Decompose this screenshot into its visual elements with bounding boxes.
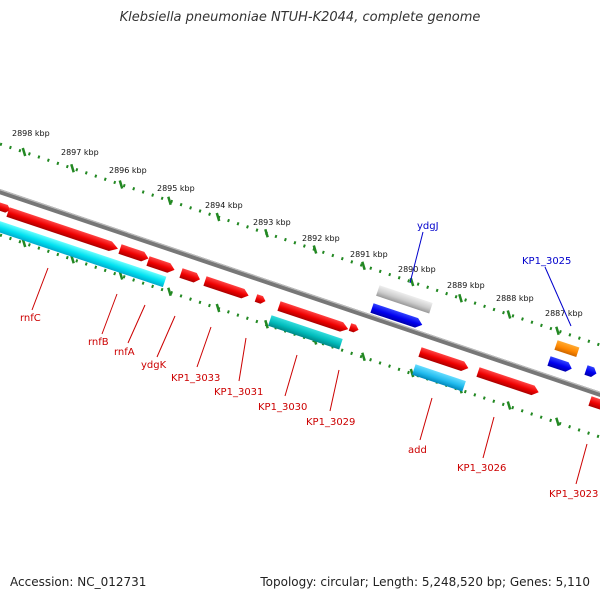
gene-arrow-rnfC <box>6 207 119 252</box>
scale-labels: 2898 kbp 2897 kbp 2896 kbp 2895 kbp 2894… <box>12 129 583 318</box>
gene-label: ydgK <box>141 360 167 371</box>
gene-bar-KP1_3030 <box>268 315 343 350</box>
gene-label: KP1_3025 <box>522 256 571 267</box>
scale-tick <box>118 180 124 189</box>
gene-arrow-KP1_3029 <box>348 323 359 333</box>
gene-label: KP1_3029 <box>306 417 355 428</box>
scale-tick <box>264 228 269 238</box>
gene-label: KP1_3023 <box>549 489 598 500</box>
gene-features <box>0 202 600 410</box>
gene-label: ydgJ <box>417 221 439 232</box>
gene-arrow-ydgJ <box>370 303 423 328</box>
scale-tick <box>361 261 366 271</box>
gene-label: add <box>408 445 427 456</box>
scale-label: 2890 kbp <box>398 265 436 274</box>
scale-major-ticks <box>21 147 560 427</box>
genome-backbone-highlight <box>0 189 600 393</box>
scale-tick <box>361 352 366 362</box>
gene-label: rnfA <box>114 347 135 358</box>
gene-label: rnfC <box>20 313 41 324</box>
scale-tick <box>555 326 560 336</box>
gene-labels: rnfC rnfB rnfA ydgK KP1_3033 KP1_3031 KP… <box>20 221 598 500</box>
gene-arrow-KP1_3031 <box>254 294 266 304</box>
scale-tick <box>409 368 415 378</box>
scale-tick <box>21 147 27 157</box>
scale-tick <box>506 310 512 319</box>
gene-arrow-KP1_3025 <box>547 356 572 372</box>
scale-tick <box>458 293 463 303</box>
scale-label: 2891 kbp <box>350 250 388 259</box>
scale-tick <box>264 319 269 329</box>
gene-arrow-rnfB <box>118 244 149 262</box>
gene-label: rnfB <box>88 337 109 348</box>
scale-label: 2889 kbp <box>447 281 485 290</box>
gene-label: KP1_3033 <box>171 373 220 384</box>
gene-arrow-KP1_3030 <box>277 301 349 332</box>
accession-text: Accession: NC_012731 <box>10 575 147 589</box>
scale-label: 2895 kbp <box>157 184 195 193</box>
topology-summary: Topology: circular; Length: 5,248,520 bp… <box>260 575 590 589</box>
scale-tick <box>215 303 221 313</box>
gene-label: KP1_3031 <box>214 387 263 398</box>
map-title: Klebsiella pneumoniae NTUH-K2044, comple… <box>119 10 481 25</box>
gene-arrow-edge <box>584 365 597 377</box>
gene-arrow-KP1_3033 <box>203 276 249 299</box>
gene-arrow-ydgK <box>179 268 200 283</box>
gene-callouts <box>31 231 588 485</box>
scale-label: 2887 kbp <box>545 309 583 318</box>
scale-tick <box>70 163 75 173</box>
scale-label: 2888 kbp <box>496 294 534 303</box>
scale-label: 2894 kbp <box>205 201 243 210</box>
scale-tick <box>506 401 512 410</box>
scale-label: 2897 kbp <box>61 148 99 157</box>
gene-arrow-KP1_3023 <box>588 396 600 410</box>
scale-label: 2898 kbp <box>12 129 50 138</box>
scale-tick <box>312 245 318 254</box>
gene-arrow-KP1_3026 <box>476 367 539 396</box>
gene-arrow <box>0 202 11 213</box>
scale-tick <box>167 196 172 206</box>
gene-bar-KP1_3025 <box>554 340 580 358</box>
scale-tick <box>215 212 221 222</box>
genome-backbone <box>0 189 600 397</box>
scale-tick <box>555 417 560 427</box>
gene-arrow-rnfA <box>146 256 175 273</box>
gene-bar-add <box>412 364 466 392</box>
gene-label: KP1_3026 <box>457 463 506 474</box>
scale-tick <box>167 287 172 297</box>
scale-label: 2892 kbp <box>302 234 340 243</box>
gene-arrow-add <box>418 347 469 372</box>
gene-bar-ydgJ <box>376 285 433 314</box>
gene-bar-cyan <box>0 220 167 288</box>
scale-label: 2896 kbp <box>109 166 147 175</box>
scale-label: 2893 kbp <box>253 218 291 227</box>
gene-label: KP1_3030 <box>258 402 307 413</box>
